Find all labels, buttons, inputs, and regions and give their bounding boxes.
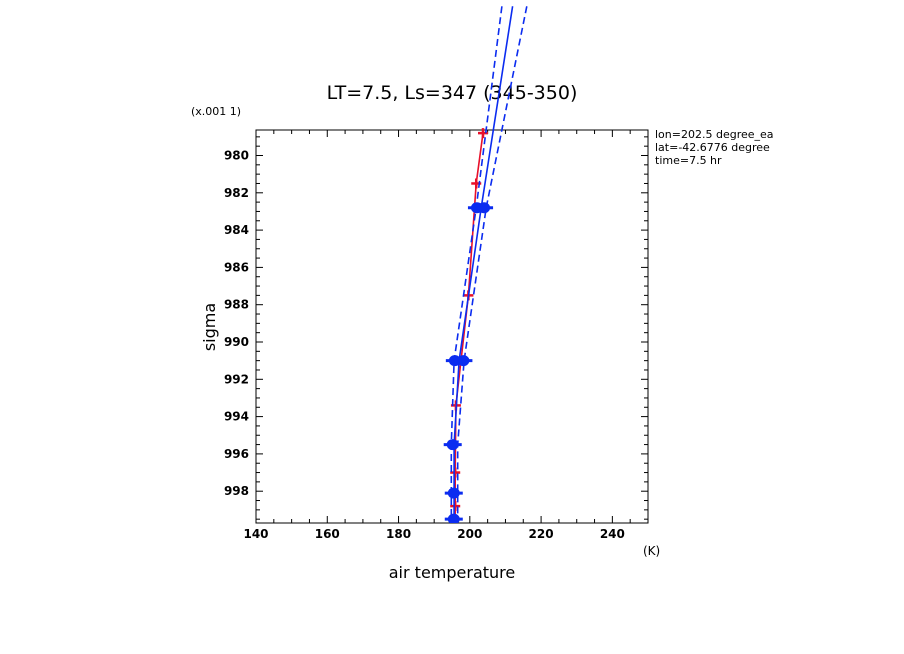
y-tick-label: 982 [224,186,249,200]
series-dashed-line [456,6,528,520]
y-tick-label: 984 [224,223,249,237]
y-tick-label: 992 [224,372,249,386]
y-tick-label: 998 [224,484,249,498]
x-axis: 140 160 180 200 220 240 [243,130,649,541]
annotation-line: lat=-42.6776 degree [655,141,770,154]
y-tick-label: 980 [224,149,249,163]
annotation-line: lon=202.5 degree_ea [655,128,774,141]
x-tick-label: 200 [457,527,482,541]
series-layer [443,6,528,523]
x-tick-label: 240 [600,527,625,541]
y-tick-label: 990 [224,335,249,349]
y-tick-label: 996 [224,447,249,461]
y-tick-label: 986 [224,260,249,274]
y-tick-label: 988 [224,298,249,312]
y-tick-label: 994 [224,410,249,424]
x-tick-label: 180 [386,527,411,541]
y-axis: 980 982 984 986 988 990 992 994 996 998 [224,136,648,520]
y-axis-label: sigma [200,303,219,351]
annotation-line: time=7.5 hr [655,154,722,167]
y-scale-note: (x.001 1) [191,105,241,118]
x-axis-label: air temperature [389,563,515,582]
x-tick-label: 160 [315,527,340,541]
chart-title: LT=7.5, Ls=347 (345-350) [327,82,578,104]
plot-frame [255,129,649,524]
x-tick-label: 140 [243,527,268,541]
x-tick-label: 220 [529,527,554,541]
series-dashed-line [450,6,503,520]
x-unit-label: (K) [643,544,660,558]
